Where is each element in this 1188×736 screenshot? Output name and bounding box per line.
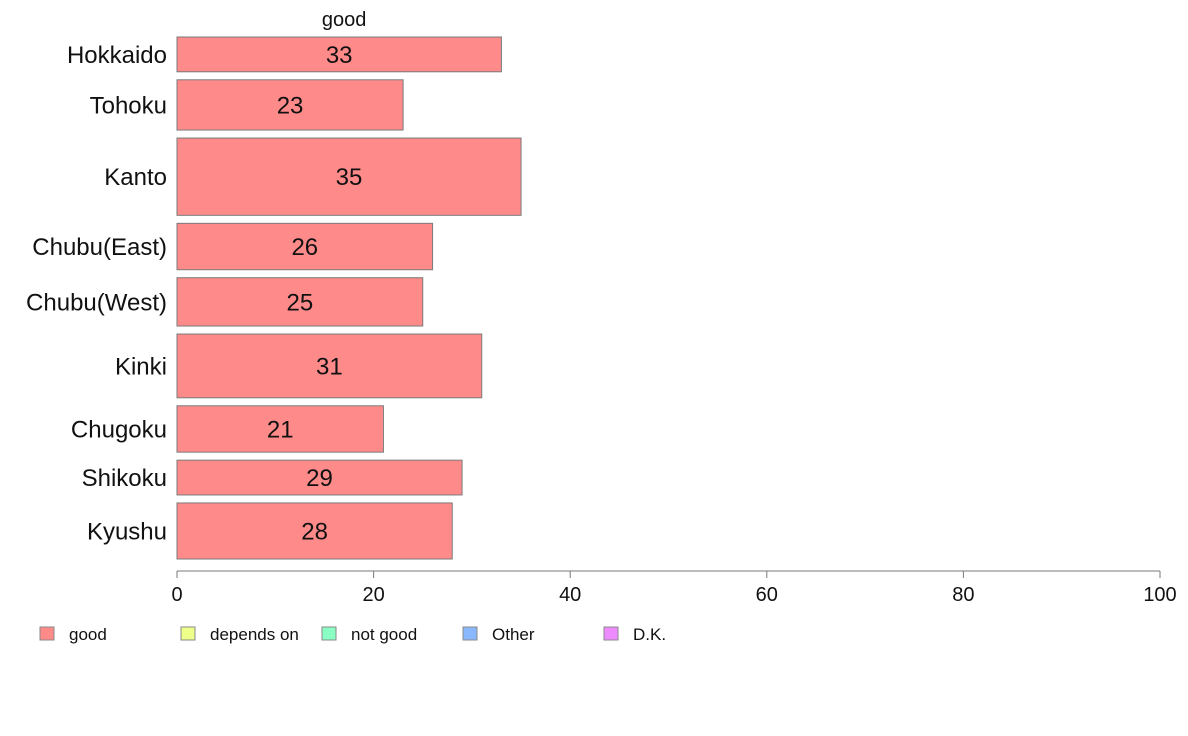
bar-value-label: 23	[277, 92, 304, 119]
legend-swatch	[321, 626, 337, 641]
series-header: good	[322, 9, 367, 31]
category-label: Tohoku	[90, 92, 167, 119]
legend-swatch	[180, 626, 196, 641]
x-tick-label: 80	[952, 584, 974, 606]
x-tick-label: 60	[756, 584, 778, 606]
bar-chubu-east-	[176, 222, 434, 271]
x-axis: 0 20 40 60 80 100	[171, 570, 1177, 606]
bar-value-label: 25	[287, 289, 314, 316]
bar-value-label: 33	[326, 42, 353, 69]
category-label: Kinki	[115, 353, 167, 380]
value-labels: 33 23 35 26 25 31 21 29 28	[267, 42, 363, 546]
bar-kanto	[176, 137, 522, 216]
legend-label: D.K.	[633, 625, 666, 644]
bar-value-label: 31	[316, 353, 343, 380]
x-tick-label: 0	[171, 584, 182, 606]
bar-kinki	[176, 333, 483, 399]
bar-value-label: 21	[267, 416, 294, 443]
category-label: Shikoku	[82, 465, 167, 492]
x-tick-label: 20	[362, 584, 384, 606]
bar-shikoku	[176, 459, 463, 496]
legend-swatch	[39, 626, 55, 641]
category-label: Kyushu	[87, 518, 167, 545]
legend-label: depends on	[210, 625, 299, 644]
legend-label: not good	[351, 625, 417, 644]
bar-chugoku	[176, 405, 384, 453]
bar-chubu-west-	[176, 277, 424, 327]
bar-hokkaido	[176, 36, 502, 73]
x-tick-label: 40	[559, 584, 581, 606]
legend-label: Other	[492, 625, 535, 644]
category-label: Kanto	[104, 164, 167, 191]
category-label: Chugoku	[71, 416, 167, 443]
legend-swatch	[462, 626, 478, 641]
bar-value-label: 29	[306, 465, 333, 492]
category-label: Hokkaido	[67, 42, 167, 69]
x-tick-label: 100	[1143, 584, 1176, 606]
bar-value-label: 28	[301, 518, 328, 545]
bar-tohoku	[176, 79, 404, 131]
legend: good depends on not good Other D.K.	[39, 625, 666, 644]
legend-swatch	[603, 626, 619, 641]
bar-value-label: 26	[291, 234, 318, 261]
category-label: Chubu(East)	[32, 234, 167, 261]
category-labels: Hokkaido Tohoku Kanto Chubu(East) Chubu(West…	[26, 42, 167, 546]
bar-value-label: 35	[336, 164, 363, 191]
category-label: Chubu(West)	[26, 289, 167, 316]
bars-layer	[176, 36, 522, 560]
bar-kyushu	[176, 502, 453, 560]
legend-label: good	[69, 625, 107, 644]
